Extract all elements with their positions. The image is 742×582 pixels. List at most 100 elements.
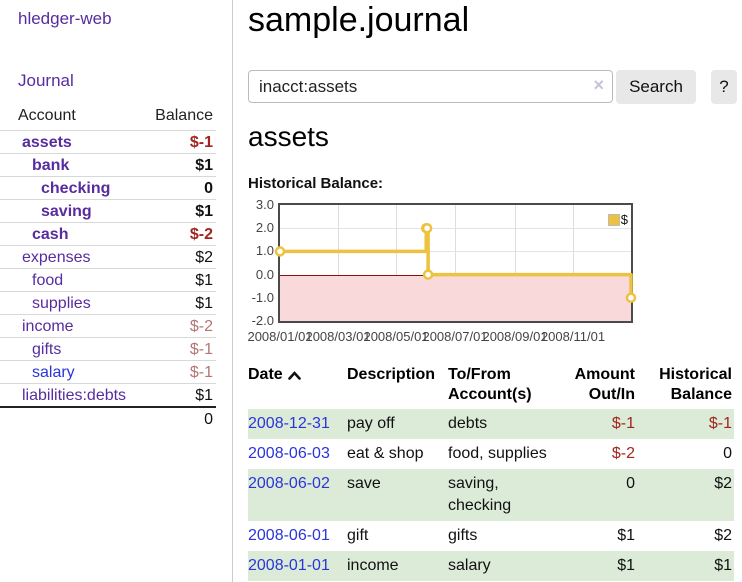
legend-label: $ (620, 212, 628, 227)
chart-line-svg (274, 222, 637, 304)
chart-title: Historical Balance: (248, 175, 384, 192)
accounts-header-row: Account Balance (0, 104, 216, 131)
chart-plot[interactable]: $ (274, 203, 637, 323)
y-tick-label: 0.0 (255, 267, 274, 282)
transaction-balance: $2 (714, 475, 732, 492)
sort-ascending-icon (287, 371, 301, 380)
vertical-gridline (573, 205, 574, 321)
account-balance: $1 (145, 268, 216, 292)
vertical-gridline (396, 205, 397, 321)
account-link-assets[interactable]: assets (22, 134, 72, 151)
y-tick-label: 1.0 (255, 243, 274, 258)
account-row-food: food $1 (0, 268, 216, 292)
account-link-liabilities-debts[interactable]: liabilities:debts (22, 387, 127, 404)
account-row-checking: checking 0 (0, 176, 216, 200)
transaction-amount: $-1 (611, 415, 635, 432)
sidebar-item-journal[interactable]: Journal (18, 71, 74, 90)
transaction-amount: 0 (626, 475, 635, 492)
transaction-description: save (347, 475, 381, 492)
account-row-income: income $-2 (0, 314, 216, 338)
account-link-salary[interactable]: salary (32, 364, 75, 381)
transaction-description: pay off (347, 415, 395, 432)
transaction-date-link[interactable]: 2008-06-03 (248, 445, 330, 462)
main-content: sample.journal × Search ? assets Histori… (247, 0, 742, 582)
account-link-bank[interactable]: bank (32, 157, 70, 174)
app-title-link[interactable]: hledger-web (18, 9, 112, 28)
x-tick-label: 2008/09/01 (482, 329, 548, 344)
account-row-expenses: expenses $2 (0, 245, 216, 269)
transaction-amount: $1 (617, 557, 635, 574)
accounts-total-value: 0 (145, 406, 216, 430)
account-row-liabilities-debts: liabilities:debts $1 (0, 383, 216, 407)
vertical-gridline (338, 205, 339, 321)
help-button[interactable]: ? (711, 70, 737, 104)
transaction-date-link[interactable]: 2008-12-31 (248, 415, 330, 432)
transaction-description: eat & shop (347, 445, 424, 462)
x-tick-label: 2008/05/01 (363, 329, 429, 344)
account-balance: $1 (145, 153, 216, 177)
legend-swatch-icon (607, 213, 620, 226)
accounts-table: Account Balance assets $-1 bank $1 checkin… (0, 104, 216, 430)
y-tick-label: -2.0 (251, 313, 274, 328)
transaction-date-link[interactable]: 2008-01-01 (248, 557, 330, 574)
y-tick-label: 3.0 (255, 197, 274, 212)
x-tick-label: 2008/07/01 (422, 329, 488, 344)
account-link-income[interactable]: income (22, 318, 74, 335)
account-row-bank: bank $1 (0, 153, 216, 177)
account-link-expenses[interactable]: expenses (22, 249, 91, 266)
search-button[interactable]: Search (616, 70, 696, 104)
account-link-gifts[interactable]: gifts (32, 341, 62, 358)
account-balance: $1 (145, 383, 216, 407)
account-balance: $1 (145, 291, 216, 315)
account-row-salary: salary $-1 (0, 360, 216, 384)
transaction-description: income (347, 557, 399, 574)
account-balance: 0 (145, 176, 216, 200)
transaction-row: 2008-06-02 save saving, checking 0 $2 (248, 469, 734, 521)
transaction-date-link[interactable]: 2008-06-01 (248, 527, 330, 544)
account-link-food[interactable]: food (32, 272, 64, 289)
transaction-accounts: debts (448, 415, 488, 432)
accounts-header-account: Account (18, 107, 76, 124)
account-row-supplies: supplies $1 (0, 291, 216, 315)
y-tick-label: 2.0 (255, 220, 274, 235)
search-input[interactable] (248, 70, 613, 103)
accounts-header-balance: Balance (155, 107, 213, 124)
account-balance: $-2 (145, 222, 216, 246)
transaction-amount: $1 (617, 527, 635, 544)
register-header-row: Date Description To/From Account(s) Amou… (248, 362, 734, 409)
account-row-saving: saving $1 (0, 199, 216, 223)
transaction-description: gift (347, 527, 369, 544)
account-balance: $-1 (145, 337, 216, 361)
register-header-date[interactable]: Date (248, 362, 347, 409)
account-balance: $-1 (145, 360, 216, 384)
balance-chart: 3.0 2.0 1.0 0.0 -1.0 -2.0 $ 2008/01/01 2008/03… (247, 197, 742, 351)
chart-legend: $ (607, 212, 628, 227)
transaction-row: 2008-06-03 eat & shop food, supplies $-2… (248, 439, 734, 469)
account-row-assets: assets $-1 (0, 130, 216, 154)
horizontal-gridline (280, 228, 631, 229)
clear-search-icon[interactable]: × (593, 75, 604, 95)
transaction-accounts: gifts (448, 527, 478, 544)
account-link-checking[interactable]: checking (41, 180, 111, 197)
account-link-cash[interactable]: cash (32, 226, 69, 243)
transaction-balance: $-1 (708, 415, 732, 432)
sidebar: hledger-web Journal Account Balance asse… (0, 0, 233, 582)
transaction-amount: $-2 (611, 445, 635, 462)
x-tick-label: 2008/11/01 (540, 329, 606, 344)
transaction-date-link[interactable]: 2008-06-02 (248, 475, 330, 492)
y-tick-label: -1.0 (251, 290, 274, 305)
account-balance: $-2 (145, 314, 216, 338)
account-row-cash: cash $-2 (0, 222, 216, 246)
accounts-total-row: 0 (0, 406, 216, 430)
transaction-row: 2008-01-01 income salary $1 $1 (248, 551, 734, 581)
transaction-balance: $1 (714, 557, 732, 574)
search-form: × Search ? (248, 70, 742, 104)
chart-negative-region (280, 274, 631, 321)
search-box: × (248, 70, 613, 103)
chart-y-axis: 3.0 2.0 1.0 0.0 -1.0 -2.0 (248, 197, 274, 328)
transaction-accounts: food, supplies (448, 445, 547, 462)
chart-x-axis: 2008/01/01 2008/03/01 2008/05/01 2008/07/01… (247, 329, 742, 347)
page-title: sample.journal (248, 1, 470, 39)
account-link-supplies[interactable]: supplies (32, 295, 91, 312)
account-link-saving[interactable]: saving (41, 203, 92, 220)
